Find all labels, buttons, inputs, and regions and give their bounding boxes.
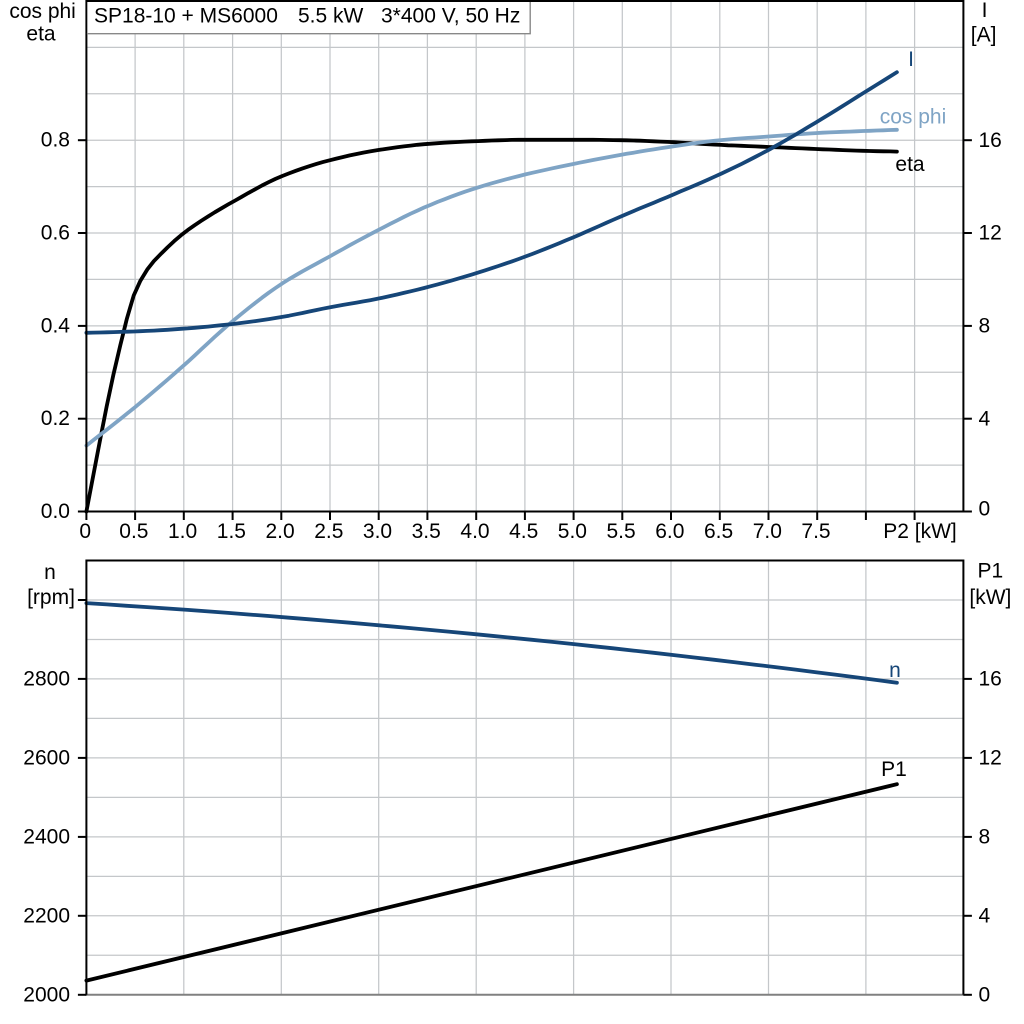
svg-text:n: n	[44, 561, 56, 584]
svg-text:0.2: 0.2	[41, 407, 70, 430]
svg-text:cos phi: cos phi	[9, 0, 76, 23]
svg-text:2400: 2400	[23, 826, 70, 849]
svg-text:0: 0	[979, 498, 991, 521]
svg-text:6.0: 6.0	[655, 520, 684, 543]
svg-text:8: 8	[979, 826, 991, 849]
svg-text:6.5: 6.5	[704, 520, 733, 543]
svg-text:4.5: 4.5	[509, 520, 538, 543]
svg-text:[A]: [A]	[971, 23, 997, 46]
svg-text:[kW]: [kW]	[969, 586, 1011, 609]
svg-text:0.4: 0.4	[41, 314, 71, 337]
svg-text:cos phi: cos phi	[880, 106, 947, 129]
svg-text:1.5: 1.5	[217, 520, 246, 543]
svg-text:2.5: 2.5	[314, 520, 343, 543]
svg-text:0.5: 0.5	[119, 520, 148, 543]
svg-text:4.0: 4.0	[460, 520, 489, 543]
svg-text:0.8: 0.8	[41, 129, 70, 152]
svg-text:0: 0	[79, 520, 91, 543]
svg-text:P2 [kW]: P2 [kW]	[883, 520, 957, 543]
svg-text:7.0: 7.0	[753, 520, 782, 543]
svg-text:P1: P1	[881, 758, 907, 781]
svg-text:2200: 2200	[23, 905, 70, 928]
svg-text:2600: 2600	[23, 747, 70, 770]
svg-text:8: 8	[979, 315, 991, 338]
svg-text:eta: eta	[895, 153, 925, 176]
svg-text:0.0: 0.0	[41, 500, 70, 523]
svg-text:1.0: 1.0	[168, 520, 197, 543]
svg-text:3.0: 3.0	[363, 520, 392, 543]
svg-text:12: 12	[979, 747, 1002, 770]
svg-text:7.5: 7.5	[801, 520, 830, 543]
svg-text:3*400 V, 50 Hz: 3*400 V, 50 Hz	[381, 5, 520, 28]
svg-text:5.5 kW: 5.5 kW	[298, 5, 364, 28]
svg-text:n: n	[889, 659, 901, 682]
svg-text:2.0: 2.0	[265, 520, 294, 543]
svg-text:P1: P1	[978, 560, 1004, 583]
svg-text:eta: eta	[26, 23, 56, 46]
svg-text:4: 4	[979, 407, 991, 430]
svg-text:I: I	[982, 0, 988, 22]
svg-text:12: 12	[979, 222, 1002, 245]
svg-text:0.6: 0.6	[41, 222, 70, 245]
svg-text:I: I	[908, 48, 914, 71]
svg-text:4: 4	[979, 905, 991, 928]
svg-text:5.0: 5.0	[558, 520, 587, 543]
svg-text:5.5: 5.5	[606, 520, 635, 543]
svg-text:2000: 2000	[23, 984, 70, 1007]
svg-text:16: 16	[979, 668, 1002, 691]
svg-text:SP18-10 + MS6000: SP18-10 + MS6000	[94, 5, 278, 28]
svg-text:2800: 2800	[23, 668, 70, 691]
svg-text:[rpm]: [rpm]	[27, 586, 75, 609]
svg-text:3.5: 3.5	[412, 520, 441, 543]
svg-text:16: 16	[979, 129, 1002, 152]
svg-text:0: 0	[979, 984, 991, 1007]
